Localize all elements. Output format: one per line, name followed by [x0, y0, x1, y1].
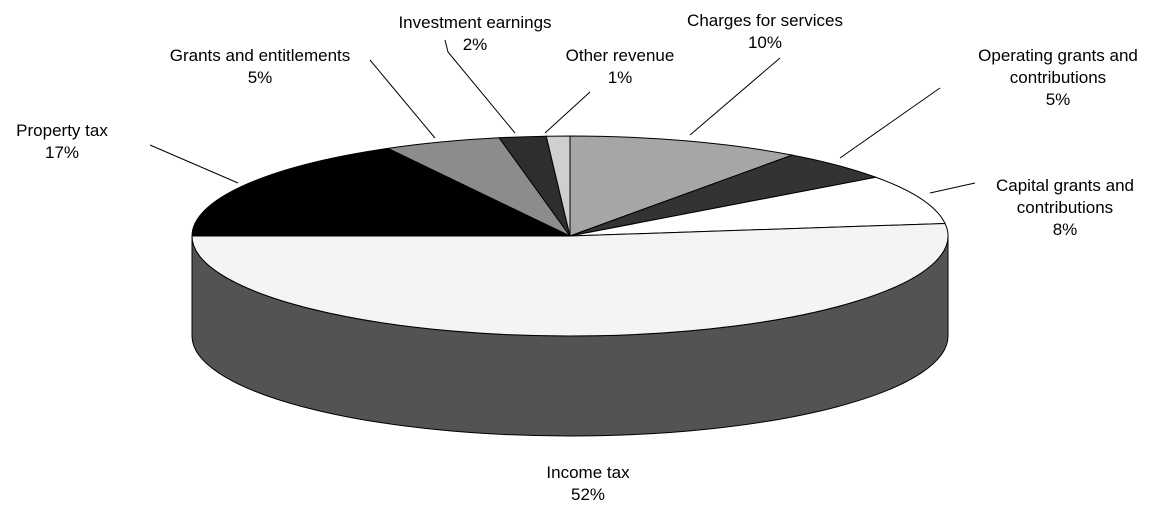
- slice-label: Capital grants and contributions 8%: [965, 175, 1165, 241]
- slice-label: Grants and entitlements 5%: [170, 45, 350, 89]
- slice-label: Charges for services 10%: [687, 10, 843, 54]
- leader-line: [544, 91, 591, 134]
- slice: [569, 135, 795, 237]
- slice: [191, 147, 571, 237]
- leader-line: [149, 144, 239, 184]
- value-label: 5%: [1045, 90, 1071, 109]
- value-label: 5%: [247, 68, 273, 87]
- pie-top: [191, 135, 949, 337]
- value-label: 2%: [462, 35, 488, 54]
- value-label: 17%: [44, 143, 80, 162]
- slice-label: Operating grants and contributions 5%: [948, 45, 1168, 111]
- slice: [191, 222, 949, 337]
- value-label: 52%: [570, 485, 606, 504]
- value-label: 10%: [747, 33, 783, 52]
- category-label: Income tax: [546, 463, 630, 482]
- leader-line: [929, 182, 976, 194]
- slice-label: Other revenue 1%: [566, 45, 675, 89]
- slice: [569, 176, 946, 237]
- leader-line: [689, 57, 781, 136]
- leader-line: [839, 87, 941, 159]
- value-label: 8%: [1052, 220, 1078, 239]
- category-label: Charges for services: [687, 11, 843, 30]
- slice-label: Income tax 52%: [546, 462, 629, 506]
- category-label: Operating grants and contributions: [978, 46, 1138, 87]
- category-label: Property tax: [16, 121, 108, 140]
- slice-label: Investment earnings 2%: [398, 12, 551, 56]
- leader-line: [369, 59, 436, 139]
- value-label: 1%: [607, 68, 633, 87]
- slice-label: Property tax 17%: [16, 120, 108, 164]
- category-label: Capital grants and contributions: [996, 176, 1134, 217]
- category-label: Other revenue: [565, 46, 675, 65]
- leader-line: [444, 39, 516, 134]
- category-label: Investment earnings: [398, 13, 552, 32]
- category-label: Grants and entitlements: [169, 46, 351, 65]
